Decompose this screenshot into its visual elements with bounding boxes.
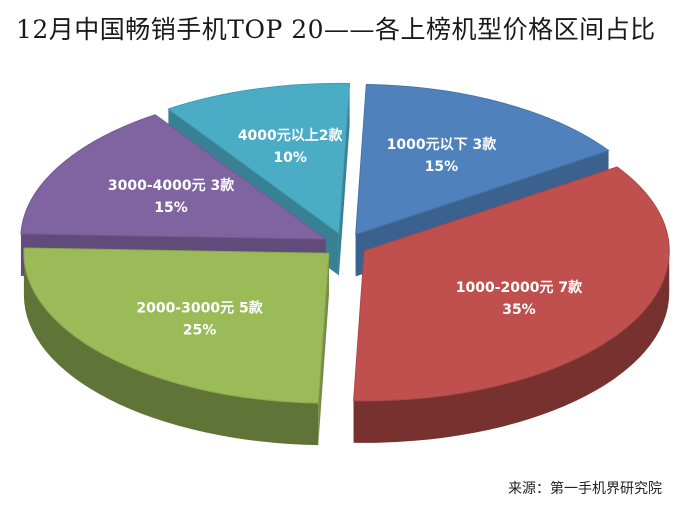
slice-category-label: 1000-2000元 7款 — [456, 279, 583, 296]
slice-percent-label: 15% — [154, 200, 188, 216]
slice-top-face — [353, 166, 670, 402]
slice-percent-label: 35% — [502, 302, 536, 318]
chart-title: 12月中国畅销手机TOP 20——各上榜机型价格区间占比 — [16, 15, 656, 44]
pie-slice-2 — [353, 166, 670, 443]
slice-labels: 1000元以下 3款 15% 1000-2000元 7款 35% 2000-3000元 … — [108, 127, 583, 339]
slice-category-label: 1000元以下 3款 — [387, 136, 498, 153]
slice-percent-label: 15% — [425, 159, 459, 175]
slice-percent-label: 25% — [183, 323, 217, 339]
pie-slices — [20, 82, 670, 446]
pie-slice-3 — [23, 247, 330, 446]
slice-category-label: 2000-3000元 5款 — [136, 300, 263, 317]
slice-top-face — [20, 114, 328, 240]
slice-category-label: 3000-4000元 3款 — [108, 177, 235, 194]
slice-percent-label: 10% — [273, 150, 307, 166]
slice-outer-wall — [23, 253, 319, 446]
slice-top-face — [23, 247, 330, 404]
source-note: 来源：第一手机界研究院 — [508, 481, 662, 497]
slice-top-face — [355, 84, 610, 236]
slice-outer-wall — [353, 250, 670, 443]
slice-side-face — [338, 83, 350, 276]
slice-category-label: 4000元以上2款 — [238, 127, 344, 144]
slice-side-face — [318, 253, 329, 446]
slice-top-face — [167, 82, 351, 235]
